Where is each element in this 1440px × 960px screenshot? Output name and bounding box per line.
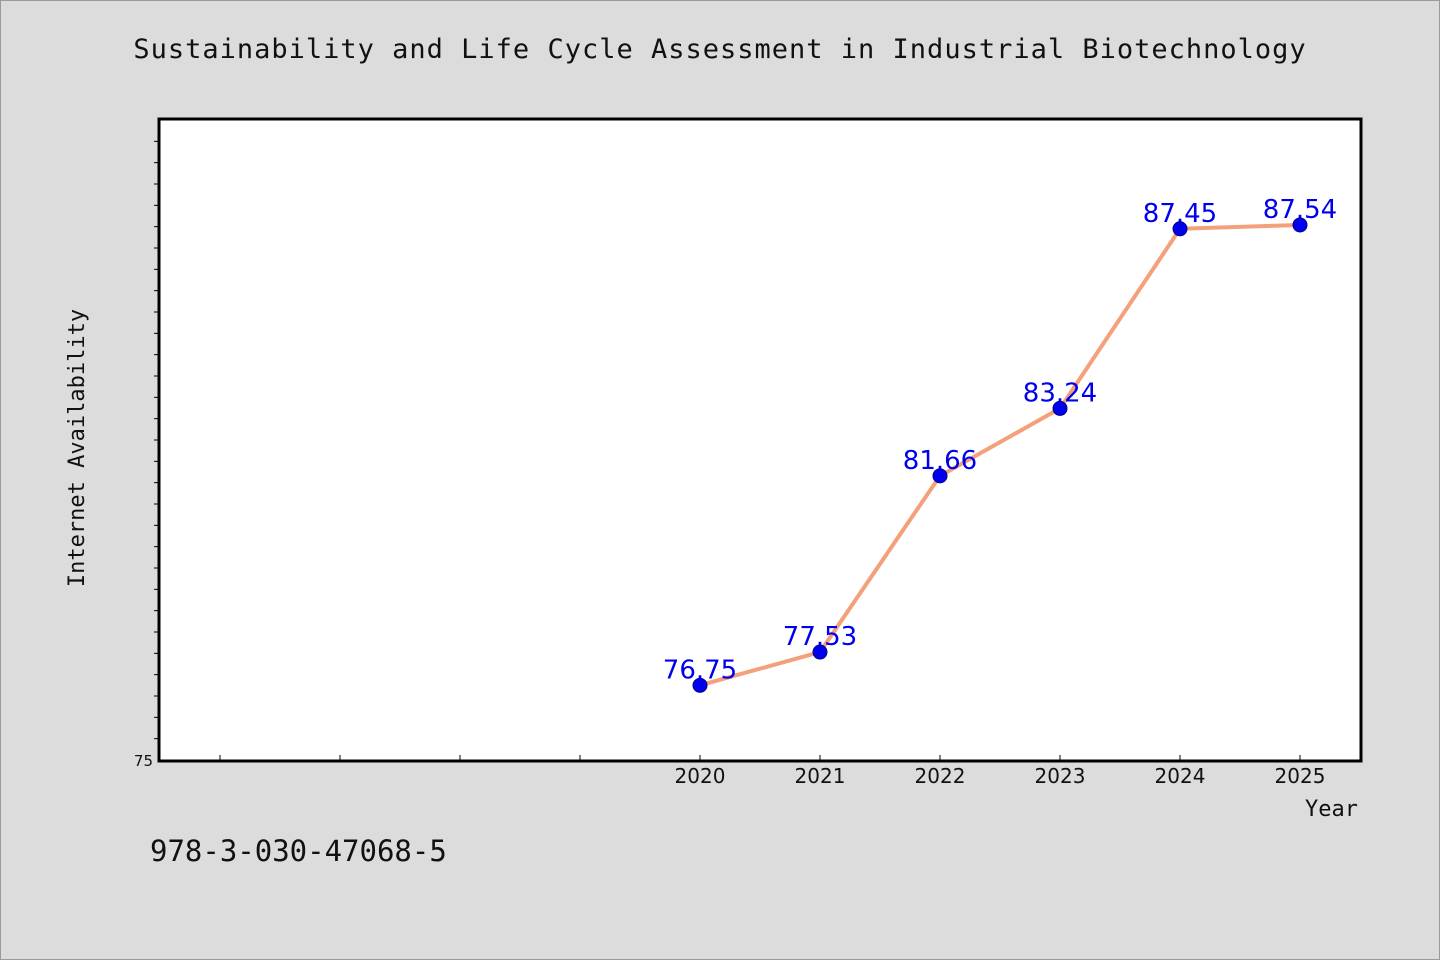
data-point xyxy=(1052,400,1068,416)
x-axis-ticks: 2020 2021 2022 2023 2024 2025 xyxy=(219,755,1326,788)
chart-title: Sustainability and Life Cycle Assessment… xyxy=(133,34,1307,65)
x-tick-label: 2020 xyxy=(675,764,726,788)
series-line xyxy=(698,222,1302,688)
x-tick-label: 2022 xyxy=(915,764,966,788)
data-point xyxy=(812,644,828,660)
data-point xyxy=(1172,221,1188,237)
plot-area xyxy=(157,117,1363,763)
x-tick-label: 2025 xyxy=(1275,764,1326,788)
y-axis-label: Internet Availability xyxy=(65,309,90,587)
x-tick-label: 2024 xyxy=(1155,764,1206,788)
data-point xyxy=(1292,217,1308,233)
x-tick-label: 2023 xyxy=(1035,764,1086,788)
x-axis-label: Year xyxy=(1305,797,1358,822)
data-point xyxy=(932,468,948,484)
footer-isbn: 978-3-030-47068-5 xyxy=(150,834,447,868)
y-axis-ticks: 75 xyxy=(134,140,160,770)
data-point xyxy=(692,677,708,693)
y-tick-label: 75 xyxy=(134,752,153,770)
x-tick-label: 2021 xyxy=(795,764,846,788)
